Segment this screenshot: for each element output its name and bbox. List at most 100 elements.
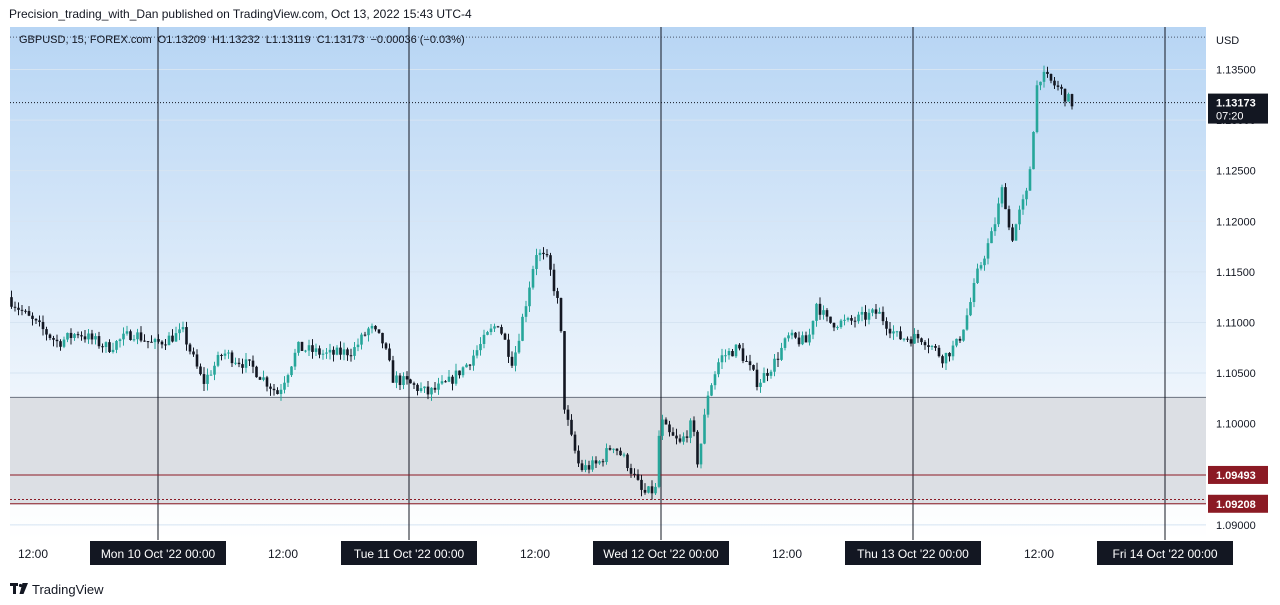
candle-body: [486, 332, 489, 335]
candle: [636, 469, 640, 481]
candle: [1014, 223, 1018, 241]
candle-body: [10, 297, 13, 307]
candle-body: [906, 338, 909, 340]
candle: [62, 336, 66, 349]
candle: [580, 459, 584, 472]
candle: [48, 333, 52, 341]
candle: [692, 416, 696, 437]
candle: [605, 443, 608, 465]
candle: [279, 384, 283, 401]
candle-body: [342, 349, 346, 355]
candle: [871, 308, 874, 317]
level-lines: [10, 36, 1206, 505]
candle-body: [587, 465, 591, 470]
candle-body: [878, 311, 881, 314]
candle-body: [612, 448, 615, 450]
candle-body: [398, 375, 402, 385]
level-price-label: 1.09208: [1216, 499, 1256, 511]
candle-body: [699, 443, 703, 465]
time-tick-label: Thu 13 Oct '22 00:00: [857, 547, 969, 561]
candle: [717, 358, 720, 378]
candle-body: [370, 325, 374, 329]
candle-body: [209, 374, 213, 376]
candle-body: [1028, 169, 1032, 191]
candle-body: [48, 334, 52, 338]
legend-low: L1.13119: [265, 34, 311, 46]
level-price-label: 1.09493: [1216, 470, 1256, 482]
candle: [902, 338, 906, 342]
candle-body: [944, 352, 948, 364]
candle: [937, 345, 941, 358]
candle-body: [150, 341, 153, 343]
chart-pane[interactable]: 1.135001.130001.125001.120001.115001.110…: [10, 27, 1270, 572]
branding-footer[interactable]: TradingView: [10, 579, 104, 599]
candle-body: [748, 361, 752, 366]
candle-body: [692, 420, 696, 432]
candle-body: [622, 454, 626, 456]
candle: [223, 349, 227, 360]
candle: [286, 373, 290, 387]
candle: [52, 335, 55, 347]
candle-body: [990, 231, 993, 244]
time-axis-highlight: [1097, 541, 1233, 565]
candle-body: [220, 354, 223, 356]
candle: [825, 308, 829, 322]
session-lines: [157, 27, 1166, 540]
candle-body: [675, 435, 678, 439]
candle-body: [552, 269, 556, 292]
candle-body: [374, 325, 377, 330]
candle-body: [871, 309, 874, 313]
candle-body: [286, 375, 290, 383]
candle: [664, 417, 668, 425]
candle-body: [888, 328, 892, 334]
candle-body: [766, 373, 769, 376]
candle-body: [111, 349, 115, 352]
candle-body: [489, 328, 493, 333]
candle: [622, 452, 626, 458]
candle: [503, 332, 507, 341]
candle-body: [167, 335, 171, 346]
candle-body: [759, 382, 762, 387]
candle-body: [496, 326, 500, 328]
candle: [811, 320, 815, 340]
candle-body: [734, 344, 738, 357]
candle: [577, 445, 580, 468]
candle-body: [507, 339, 510, 357]
candle-body: [104, 342, 108, 348]
candle: [570, 414, 573, 437]
candle-body: [916, 333, 920, 339]
candle-body: [818, 303, 822, 315]
candle-body: [454, 370, 458, 384]
candle-body: [570, 419, 573, 435]
candle: [1067, 92, 1070, 102]
candle: [1070, 93, 1074, 110]
price-chart[interactable]: 1.135001.130001.125001.120001.115001.110…: [10, 27, 1270, 572]
candle-body: [34, 318, 38, 321]
candle-body: [689, 420, 692, 438]
legend-high: H1.13232: [211, 34, 260, 46]
candle-body: [640, 479, 643, 490]
candle: [535, 248, 538, 276]
candle: [633, 468, 636, 478]
candle-body: [1042, 71, 1046, 82]
candle: [160, 340, 164, 349]
candle-body: [265, 377, 269, 387]
candle: [419, 382, 423, 393]
candle-body: [300, 341, 304, 351]
candle: [381, 332, 384, 349]
candle: [55, 334, 59, 348]
candle: [524, 300, 528, 323]
candle: [888, 322, 892, 339]
candle: [615, 448, 619, 456]
price-tick-label: 1.13500: [1216, 64, 1256, 76]
last-price-label: 1.13173: [1216, 98, 1256, 110]
candle-body: [258, 377, 262, 380]
candle: [965, 308, 969, 331]
candle-body: [437, 383, 440, 390]
candle: [125, 325, 129, 336]
candle-body: [314, 348, 318, 352]
candle-body: [118, 339, 122, 341]
candle-body: [549, 255, 552, 270]
candle: [769, 369, 773, 379]
candle: [1056, 80, 1060, 91]
